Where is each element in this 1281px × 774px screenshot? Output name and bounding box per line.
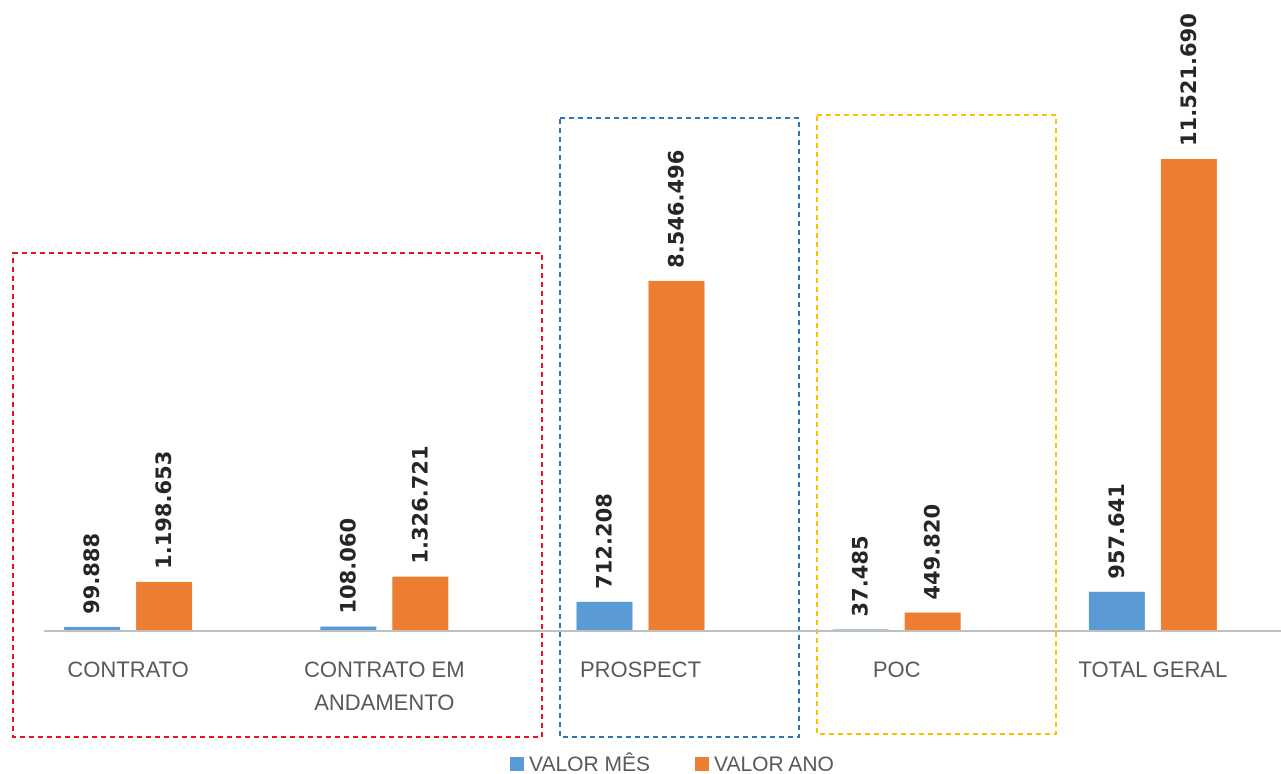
value-label-valor-mes-total-geral: 957.641 bbox=[1105, 483, 1129, 579]
category-label-poc: POC bbox=[873, 657, 921, 682]
bar-valor-ano-contrato bbox=[136, 581, 193, 631]
value-labels: 99.888 1.198.653 108.060 1.326.721 712.208 8.… bbox=[80, 13, 1201, 616]
value-label-valor-ano-poc: 449.820 bbox=[921, 504, 945, 600]
bars bbox=[64, 159, 1217, 631]
bar-valor-ano-prospect bbox=[648, 280, 705, 631]
value-label-valor-mes-poc: 37.485 bbox=[849, 535, 873, 616]
bar-valor-ano-total-geral bbox=[1160, 159, 1217, 631]
legend: VALOR MÊS VALOR ANO bbox=[510, 753, 834, 774]
value-label-valor-mes-contrato-em-andamento: 108.060 bbox=[336, 518, 360, 614]
value-label-valor-ano-prospect: 8.546.496 bbox=[665, 150, 689, 268]
category-labels: CONTRATO CONTRATO EM ANDAMENTO PROSPECT POC T… bbox=[67, 657, 1227, 715]
category-label-prospect: PROSPECT bbox=[580, 657, 701, 682]
value-label-valor-ano-contrato-em-andamento: 1.326.721 bbox=[408, 445, 432, 563]
bar-valor-mes-contrato-em-andamento bbox=[320, 626, 377, 631]
highlight-box-contrato-contrato-em-andamento bbox=[12, 252, 543, 738]
legend-swatch-valor-ano bbox=[695, 757, 709, 771]
highlight-box-poc bbox=[816, 114, 1057, 735]
bar-valor-mes-total-geral bbox=[1088, 591, 1145, 631]
category-label-total-geral: TOTAL GERAL bbox=[1079, 657, 1228, 682]
highlight-box-prospect bbox=[559, 117, 800, 738]
bar-valor-mes-prospect bbox=[576, 601, 633, 631]
legend-label-valor-ano: VALOR ANO bbox=[714, 753, 834, 774]
value-label-valor-mes-contrato: 99.888 bbox=[80, 533, 104, 614]
bar-valor-mes-contrato bbox=[64, 626, 121, 631]
category-label-contrato: CONTRATO bbox=[67, 657, 188, 682]
highlight-boxes bbox=[12, 114, 1057, 738]
legend-label-valor-mes: VALOR MÊS bbox=[529, 753, 650, 774]
bar-valor-ano-contrato-em-andamento bbox=[392, 576, 449, 631]
value-label-valor-ano-total-geral: 11.521.690 bbox=[1177, 13, 1201, 146]
value-label-valor-mes-prospect: 712.208 bbox=[593, 493, 617, 589]
value-label-valor-ano-contrato: 1.198.653 bbox=[152, 451, 176, 569]
category-label-contrato-em-andamento: CONTRATO EM ANDAMENTO bbox=[304, 657, 465, 715]
bar-valor-ano-poc bbox=[904, 612, 961, 631]
legend-swatch-valor-mes bbox=[510, 757, 524, 771]
